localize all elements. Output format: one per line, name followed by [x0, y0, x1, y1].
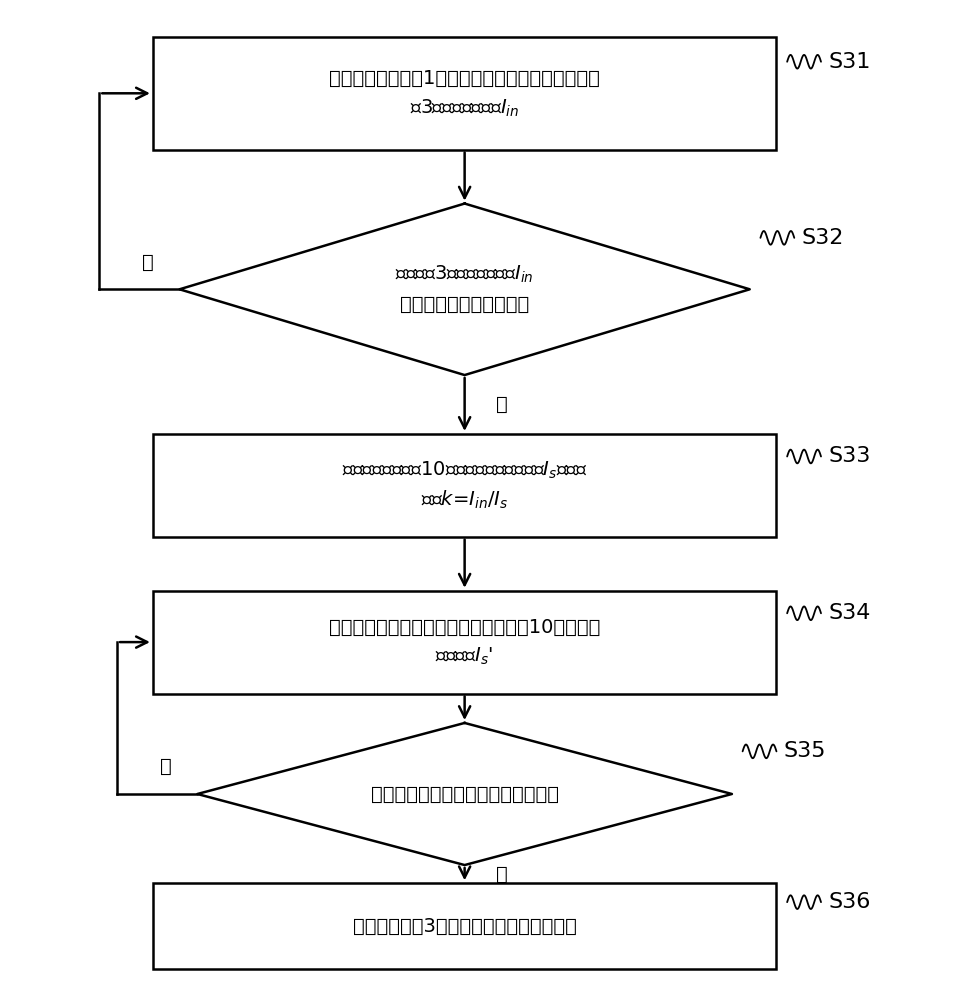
Text: S32: S32 [802, 228, 844, 248]
Text: 时光电流$\mathit{I}_s$': 时光电流$\mathit{I}_s$' [436, 646, 493, 667]
Text: 系数$\mathit{k}$=$\mathit{I}_{in}$/$\mathit{I}_s$: 系数$\mathit{k}$=$\mathit{I}_{in}$/$\mathi… [421, 489, 509, 511]
Text: S35: S35 [784, 741, 826, 761]
Text: 通过硅光敏二极管10测量此时的初始光电流$\mathit{I}_s$，计算: 通过硅光敏二极管10测量此时的初始光电流$\mathit{I}_s$，计算 [342, 460, 587, 481]
Text: S34: S34 [828, 603, 871, 623]
Text: 确定光电阴极3产生的光电子满足测量条件: 确定光电阴极3产生的光电子满足测量条件 [353, 917, 577, 936]
Text: 是否满足预设的第一条件: 是否满足预设的第一条件 [400, 294, 529, 313]
Bar [153, 883, 776, 969]
Text: 否: 否 [143, 253, 154, 272]
Bar [153, 591, 776, 694]
Text: 是: 是 [496, 865, 508, 884]
Text: 光电阴极3的对地传导电流$\mathit{I}_{in}$: 光电阴极3的对地传导电流$\mathit{I}_{in}$ [396, 264, 534, 285]
Text: 否: 否 [160, 757, 172, 776]
Bar [153, 434, 776, 537]
Bar [153, 37, 776, 150]
Text: S36: S36 [828, 892, 871, 912]
Text: 是: 是 [496, 395, 508, 414]
Text: S31: S31 [828, 52, 871, 72]
Text: 实时光电流是否满足预设的第二条件: 实时光电流是否满足预设的第二条件 [371, 785, 559, 804]
Text: 调节所述脉冲电源1的参数，并实时检测所述光电阴: 调节所述脉冲电源1的参数，并实时检测所述光电阴 [330, 69, 600, 88]
Polygon shape [179, 204, 750, 375]
Text: 极3的对地传导电流$\mathit{I}_{in}$: 极3的对地传导电流$\mathit{I}_{in}$ [410, 97, 519, 119]
Polygon shape [197, 723, 732, 865]
Text: S33: S33 [828, 446, 871, 466]
Text: 调低光源强度，根据所述硅光敏二极管10测量的实: 调低光源强度，根据所述硅光敏二极管10测量的实 [329, 618, 601, 637]
